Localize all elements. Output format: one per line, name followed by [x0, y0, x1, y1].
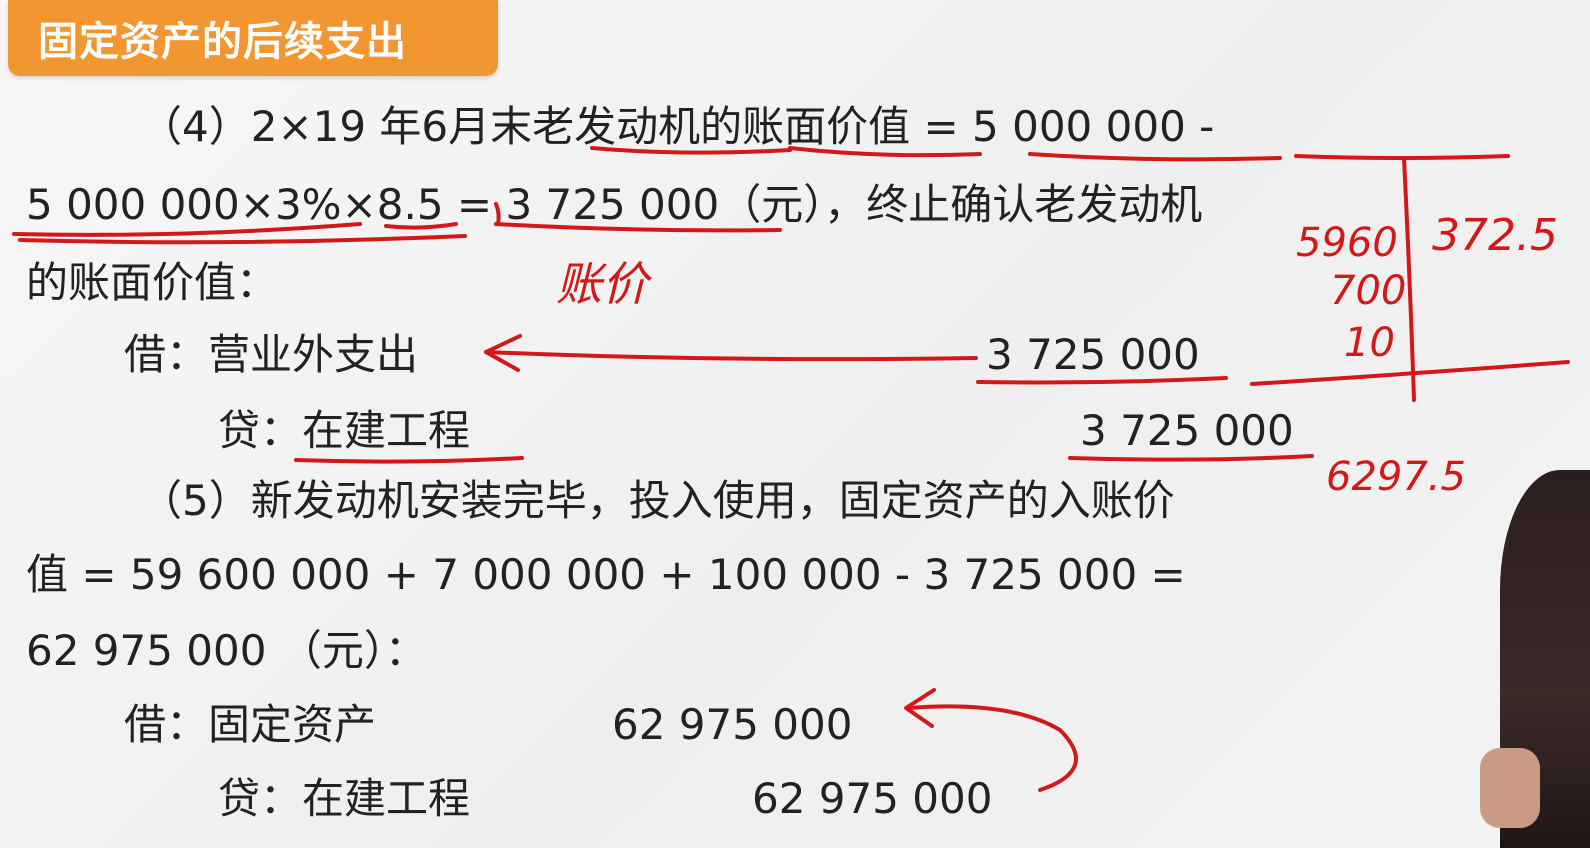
presenter-hand	[1480, 748, 1540, 828]
sec5-line1: （5）新发动机安装完毕，投入使用，固定资产的入账价	[140, 476, 1175, 525]
arrow-line-debit	[484, 350, 978, 362]
t-account-middle	[1250, 360, 1570, 386]
sec5-debit-amount: 62 975 000	[612, 700, 853, 749]
sec5-line3: 62 975 000 （元）：	[26, 626, 427, 675]
underline-credit-amount	[1068, 454, 1314, 462]
underline-5000000	[1028, 152, 1282, 162]
t-right-value: 372.5	[1432, 210, 1558, 261]
note-under-value: 账价	[556, 257, 653, 311]
sec4-line3: 的账面价值：	[26, 258, 279, 307]
sec5-debit-label: 借：固定资产	[124, 700, 377, 749]
t-account-top	[1294, 154, 1510, 160]
section-title: 固定资产的后续支出	[38, 19, 407, 65]
t-left-bot: 10	[1344, 320, 1395, 366]
sec5-line2: 值 = 59 600 000 + 7 000 000 + 100 000 - 3…	[26, 550, 1186, 599]
t-left-mid: 700	[1330, 268, 1406, 314]
arrow-head-5	[904, 688, 936, 728]
underline-calc-2	[18, 234, 467, 245]
arrow-head-debit	[484, 334, 522, 372]
sec4-line1: （4）2×19 年6月末老发动机的账面价值 = 5 000 000 -	[140, 102, 1215, 151]
sec4-debit-label: 借：营业外支出	[124, 330, 419, 379]
t-total-value: 6297.5	[1326, 454, 1466, 500]
sec5-credit-amount: 62 975 000	[752, 774, 993, 823]
sec4-credit-amount: 3 725 000	[1080, 406, 1294, 455]
section-title-tab: 固定资产的后续支出	[8, 0, 498, 76]
sec5-credit-label: 贷：在建工程	[218, 774, 471, 823]
presenter-figure	[1480, 470, 1590, 848]
underline-zaijian	[294, 456, 524, 464]
t-left-top: 5960	[1296, 220, 1398, 266]
sec4-credit-label: 贷：在建工程	[218, 406, 471, 455]
t-account-vertical	[1402, 156, 1416, 402]
sec4-debit-amount: 3 725 000	[986, 330, 1200, 379]
sec4-line2: 5 000 000×3%×8.5 = 3 725 000（元），终止确认老发动机	[26, 180, 1203, 229]
